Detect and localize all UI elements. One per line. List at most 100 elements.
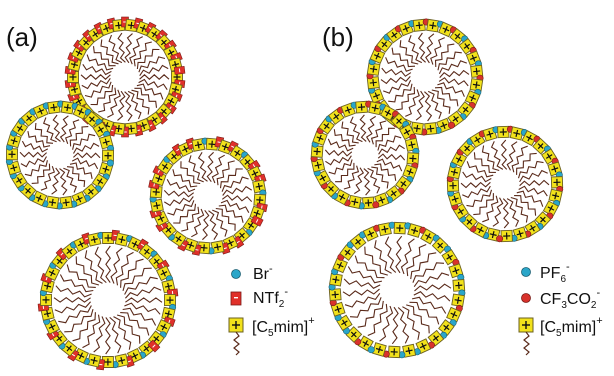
alkyl-tail — [42, 117, 57, 143]
alkyl-tail — [211, 154, 225, 184]
alkyl-tail — [115, 251, 134, 286]
alkyl-tail — [399, 40, 419, 65]
alkyl-tail — [343, 165, 360, 190]
legend-b: PF6- CF3CO2- [C5mim]+ — [518, 261, 603, 356]
alkyl-tail — [377, 153, 406, 161]
blue-anion — [106, 159, 114, 167]
alkyl-tail — [51, 167, 61, 195]
alkyl-tail — [124, 276, 158, 295]
alkyl-tail — [438, 77, 469, 87]
alkyl-tail — [120, 312, 150, 336]
alkyl-tail — [466, 189, 493, 208]
alkyl-tail — [127, 90, 142, 120]
alkyl-tail — [344, 292, 381, 308]
alkyl-tail — [82, 314, 101, 349]
alkyl-tail — [180, 161, 201, 185]
cation-headgroup — [366, 76, 380, 90]
alkyl-tail — [395, 235, 403, 274]
alkyl-tail — [105, 245, 111, 283]
alkyl-tail — [138, 56, 166, 73]
red-anion — [372, 201, 380, 209]
cation-headgroup — [229, 144, 246, 162]
alkyl-tail — [519, 169, 548, 183]
alkyl-tail — [166, 179, 196, 193]
cation-headgroup — [448, 263, 464, 279]
legend-b-cation-text: [C5mim]+ — [540, 315, 603, 339]
alkyl-tail — [367, 303, 388, 337]
alkyl-tail — [374, 163, 397, 181]
cation-headgroup — [377, 222, 392, 237]
alkyl-tail — [397, 307, 410, 344]
alkyl-tail — [202, 209, 210, 241]
cation-headgroup — [330, 301, 346, 317]
cation-headgroup — [86, 353, 102, 368]
cation-headgroup — [451, 151, 468, 168]
alkyl-tail — [27, 130, 51, 148]
alkyl-tail — [411, 296, 447, 314]
alkyl-tail — [434, 86, 459, 107]
alkyl-tail — [53, 297, 91, 303]
alkyl-tail — [107, 89, 121, 118]
alkyl-tail — [69, 162, 93, 180]
cation-headgroup — [101, 356, 114, 368]
cation-headgroup — [40, 293, 52, 306]
legend-a-tail-icon — [233, 331, 240, 356]
alkyl-tail — [333, 129, 356, 147]
panel-b-label: (b) — [322, 22, 354, 52]
alkyl-tail — [109, 316, 122, 354]
cation-headgroup — [310, 145, 324, 158]
alkyl-tail — [216, 160, 235, 186]
cation-headgroup — [452, 279, 466, 292]
alkyl-tail — [490, 141, 504, 170]
cation-headgroup — [451, 293, 465, 308]
alkyl-tail — [400, 238, 415, 275]
alkyl-tail — [181, 206, 200, 232]
alkyl-tail — [359, 114, 367, 142]
cation-headgroup — [155, 319, 172, 335]
alkyl-tail — [415, 90, 425, 121]
alkyl-tail — [122, 307, 157, 326]
alkyl-tail — [510, 196, 529, 223]
alkyl-tail — [500, 139, 508, 170]
cation-headgroup — [73, 347, 89, 364]
alkyl-tail — [413, 272, 450, 288]
alkyl-tail — [117, 32, 126, 63]
alkyl-tail — [138, 78, 168, 91]
alkyl-tail — [371, 166, 389, 189]
alkyl-tail — [502, 198, 510, 229]
cation-headgroup — [168, 82, 183, 97]
ntf2-anion — [173, 65, 186, 75]
alkyl-tail — [84, 81, 112, 98]
alkyl-tail — [365, 115, 376, 143]
alkyl-tail — [414, 283, 452, 292]
cation-headgroup — [407, 223, 422, 238]
cation-headgroup — [412, 18, 426, 32]
cation-headgroup — [550, 176, 564, 189]
alkyl-tail — [75, 256, 100, 286]
cation-headgroup — [393, 221, 407, 235]
cation-headgroup — [438, 319, 455, 336]
cation-headgroup — [161, 306, 176, 322]
alkyl-tail — [473, 152, 496, 173]
micelle-drawing — [5, 16, 564, 371]
alkyl-tail — [124, 302, 161, 315]
alkyl-tail — [370, 120, 387, 145]
alkyl-tail — [410, 252, 437, 280]
alkyl-tail — [328, 159, 353, 175]
alkyl-tail — [164, 196, 194, 207]
alkyl-tail — [221, 194, 253, 202]
alkyl-tail — [375, 127, 395, 148]
alkyl-tail — [163, 190, 195, 198]
micelle — [446, 125, 564, 243]
alkyl-tail — [388, 83, 413, 103]
cation-headgroup — [366, 62, 381, 76]
alkyl-tail — [139, 74, 170, 80]
cation-headgroup — [60, 340, 78, 357]
alkyl-tail — [21, 140, 49, 153]
cation-headgroup — [402, 164, 418, 180]
alkyl-tail — [73, 152, 101, 159]
alkyl-tail — [92, 46, 116, 67]
alkyl-tail — [206, 151, 214, 183]
cation-headgroup — [464, 90, 481, 106]
alkyl-tail — [519, 179, 550, 187]
